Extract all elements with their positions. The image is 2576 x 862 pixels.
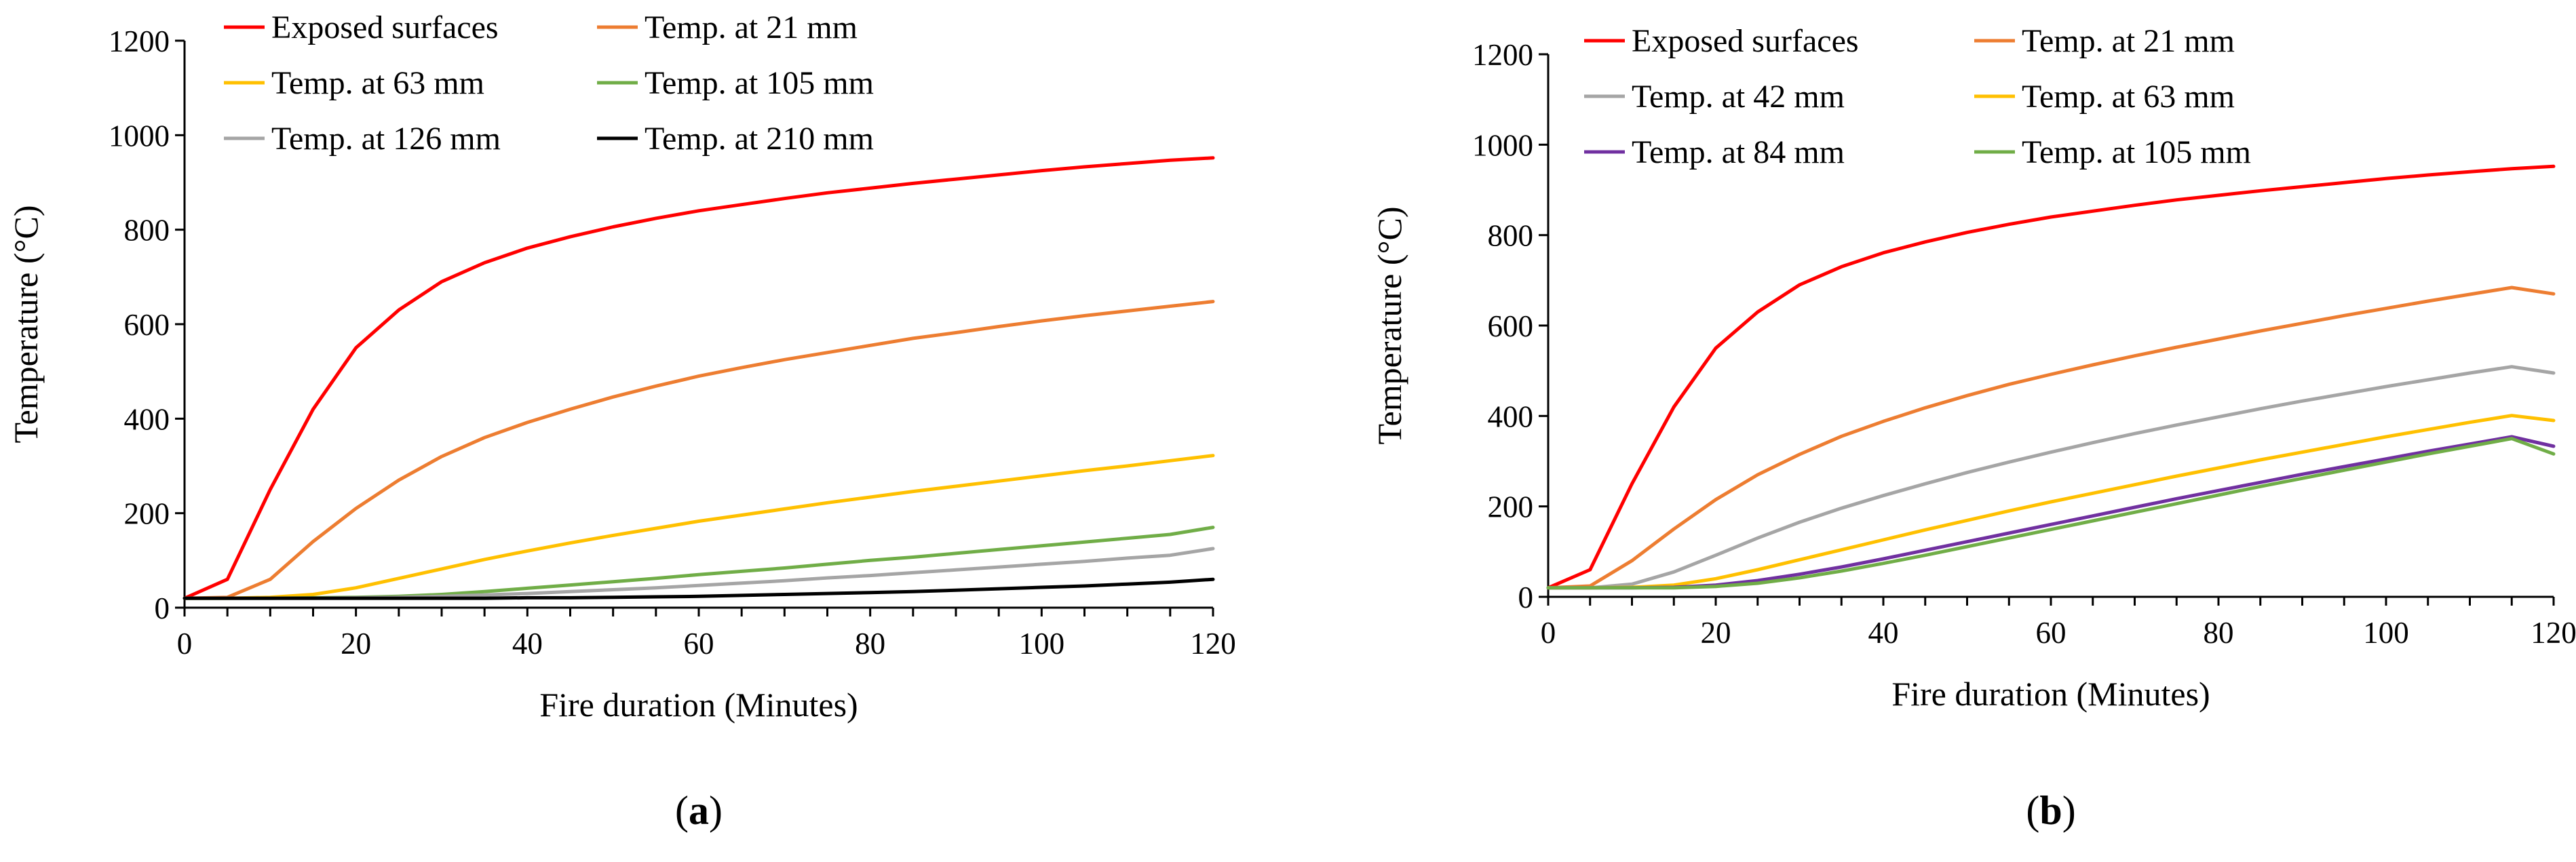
y-tick-label: 1200 [109, 24, 170, 58]
x-tick-label: 80 [855, 627, 885, 661]
y-tick-label: 800 [1488, 219, 1534, 253]
x-tick-label: 120 [1190, 627, 1236, 661]
y-tick-label: 200 [1488, 490, 1534, 524]
series-line-2 [182, 300, 1215, 600]
x-tick-label: 20 [341, 627, 371, 661]
legend-label: Exposed surfaces [271, 9, 499, 45]
y-tick-label: 1000 [1472, 128, 1533, 162]
y-tick-label: 600 [124, 308, 170, 342]
y-tick-label: 0 [1518, 581, 1534, 614]
series-line-6 [1546, 437, 2556, 590]
x-tick-label: 60 [684, 627, 714, 661]
y-tick-label: 0 [155, 591, 170, 625]
legend-label: Temp. at 105 mm [2022, 134, 2251, 170]
series-line-2 [1546, 286, 2556, 590]
legend-label: Temp. at 126 mm [271, 121, 501, 157]
x-tick-label: 40 [1868, 616, 1899, 650]
series-line-6 [182, 577, 1215, 600]
series-line-3 [1546, 365, 2556, 590]
y-axis-label: Temperature (°C) [1370, 206, 1408, 444]
y-axis-label: Temperature (°C) [7, 205, 45, 443]
legend-label: Exposed surfaces [1632, 23, 1859, 59]
x-tick-label: 0 [177, 627, 193, 661]
legend-label: Temp. at 63 mm [271, 65, 484, 101]
x-tick-label: 20 [1701, 616, 1731, 650]
x-tick-label: 120 [2531, 616, 2576, 650]
series-line-4 [1546, 414, 2556, 590]
y-tick-label: 200 [124, 497, 170, 531]
x-tick-label: 0 [1541, 616, 1556, 650]
legend-label: Temp. at 63 mm [2022, 79, 2235, 115]
series-line-1 [182, 156, 1215, 600]
y-tick-label: 1200 [1472, 38, 1533, 72]
chart-panel-b: 0 200 400 600 800 1000 1200 0 20 40 60 80 100 120 Fire… [1370, 23, 2576, 833]
panel-letter: a [689, 788, 709, 833]
y-tick-label: 400 [124, 402, 170, 436]
x-tick-label: 40 [512, 627, 543, 661]
legend-label: Temp. at 42 mm [1632, 79, 1845, 115]
y-tick-label: 600 [1488, 309, 1534, 343]
legend-label: Temp. at 21 mm [2022, 23, 2235, 59]
panel-label: (a) [675, 788, 723, 833]
legend-label: Temp. at 84 mm [1632, 134, 1845, 170]
x-tick-label: 100 [2363, 616, 2409, 650]
y-tick-label: 1000 [109, 119, 170, 153]
x-tick-label: 80 [2204, 616, 2234, 650]
y-tick-label: 400 [1488, 399, 1534, 433]
legend-label: Temp. at 210 mm [645, 121, 874, 157]
legend-label: Temp. at 21 mm [645, 9, 858, 45]
x-tick-label: 100 [1019, 627, 1065, 661]
x-axis-label: Fire duration (Minutes) [1891, 675, 2210, 713]
x-axis-label: Fire duration (Minutes) [539, 686, 858, 724]
panel-label: (b) [2026, 788, 2075, 833]
y-tick-label: 800 [124, 214, 170, 248]
chart-panel-a: 0 200 400 600 800 1000 1200 0 20 40 60 80 100 120 Fire… [7, 9, 1236, 833]
x-tick-label: 60 [2036, 616, 2066, 650]
series-line-1 [1546, 164, 2556, 590]
panel-letter: b [2039, 788, 2062, 833]
legend-label: Temp. at 105 mm [645, 65, 874, 101]
series-line-3 [182, 454, 1215, 600]
